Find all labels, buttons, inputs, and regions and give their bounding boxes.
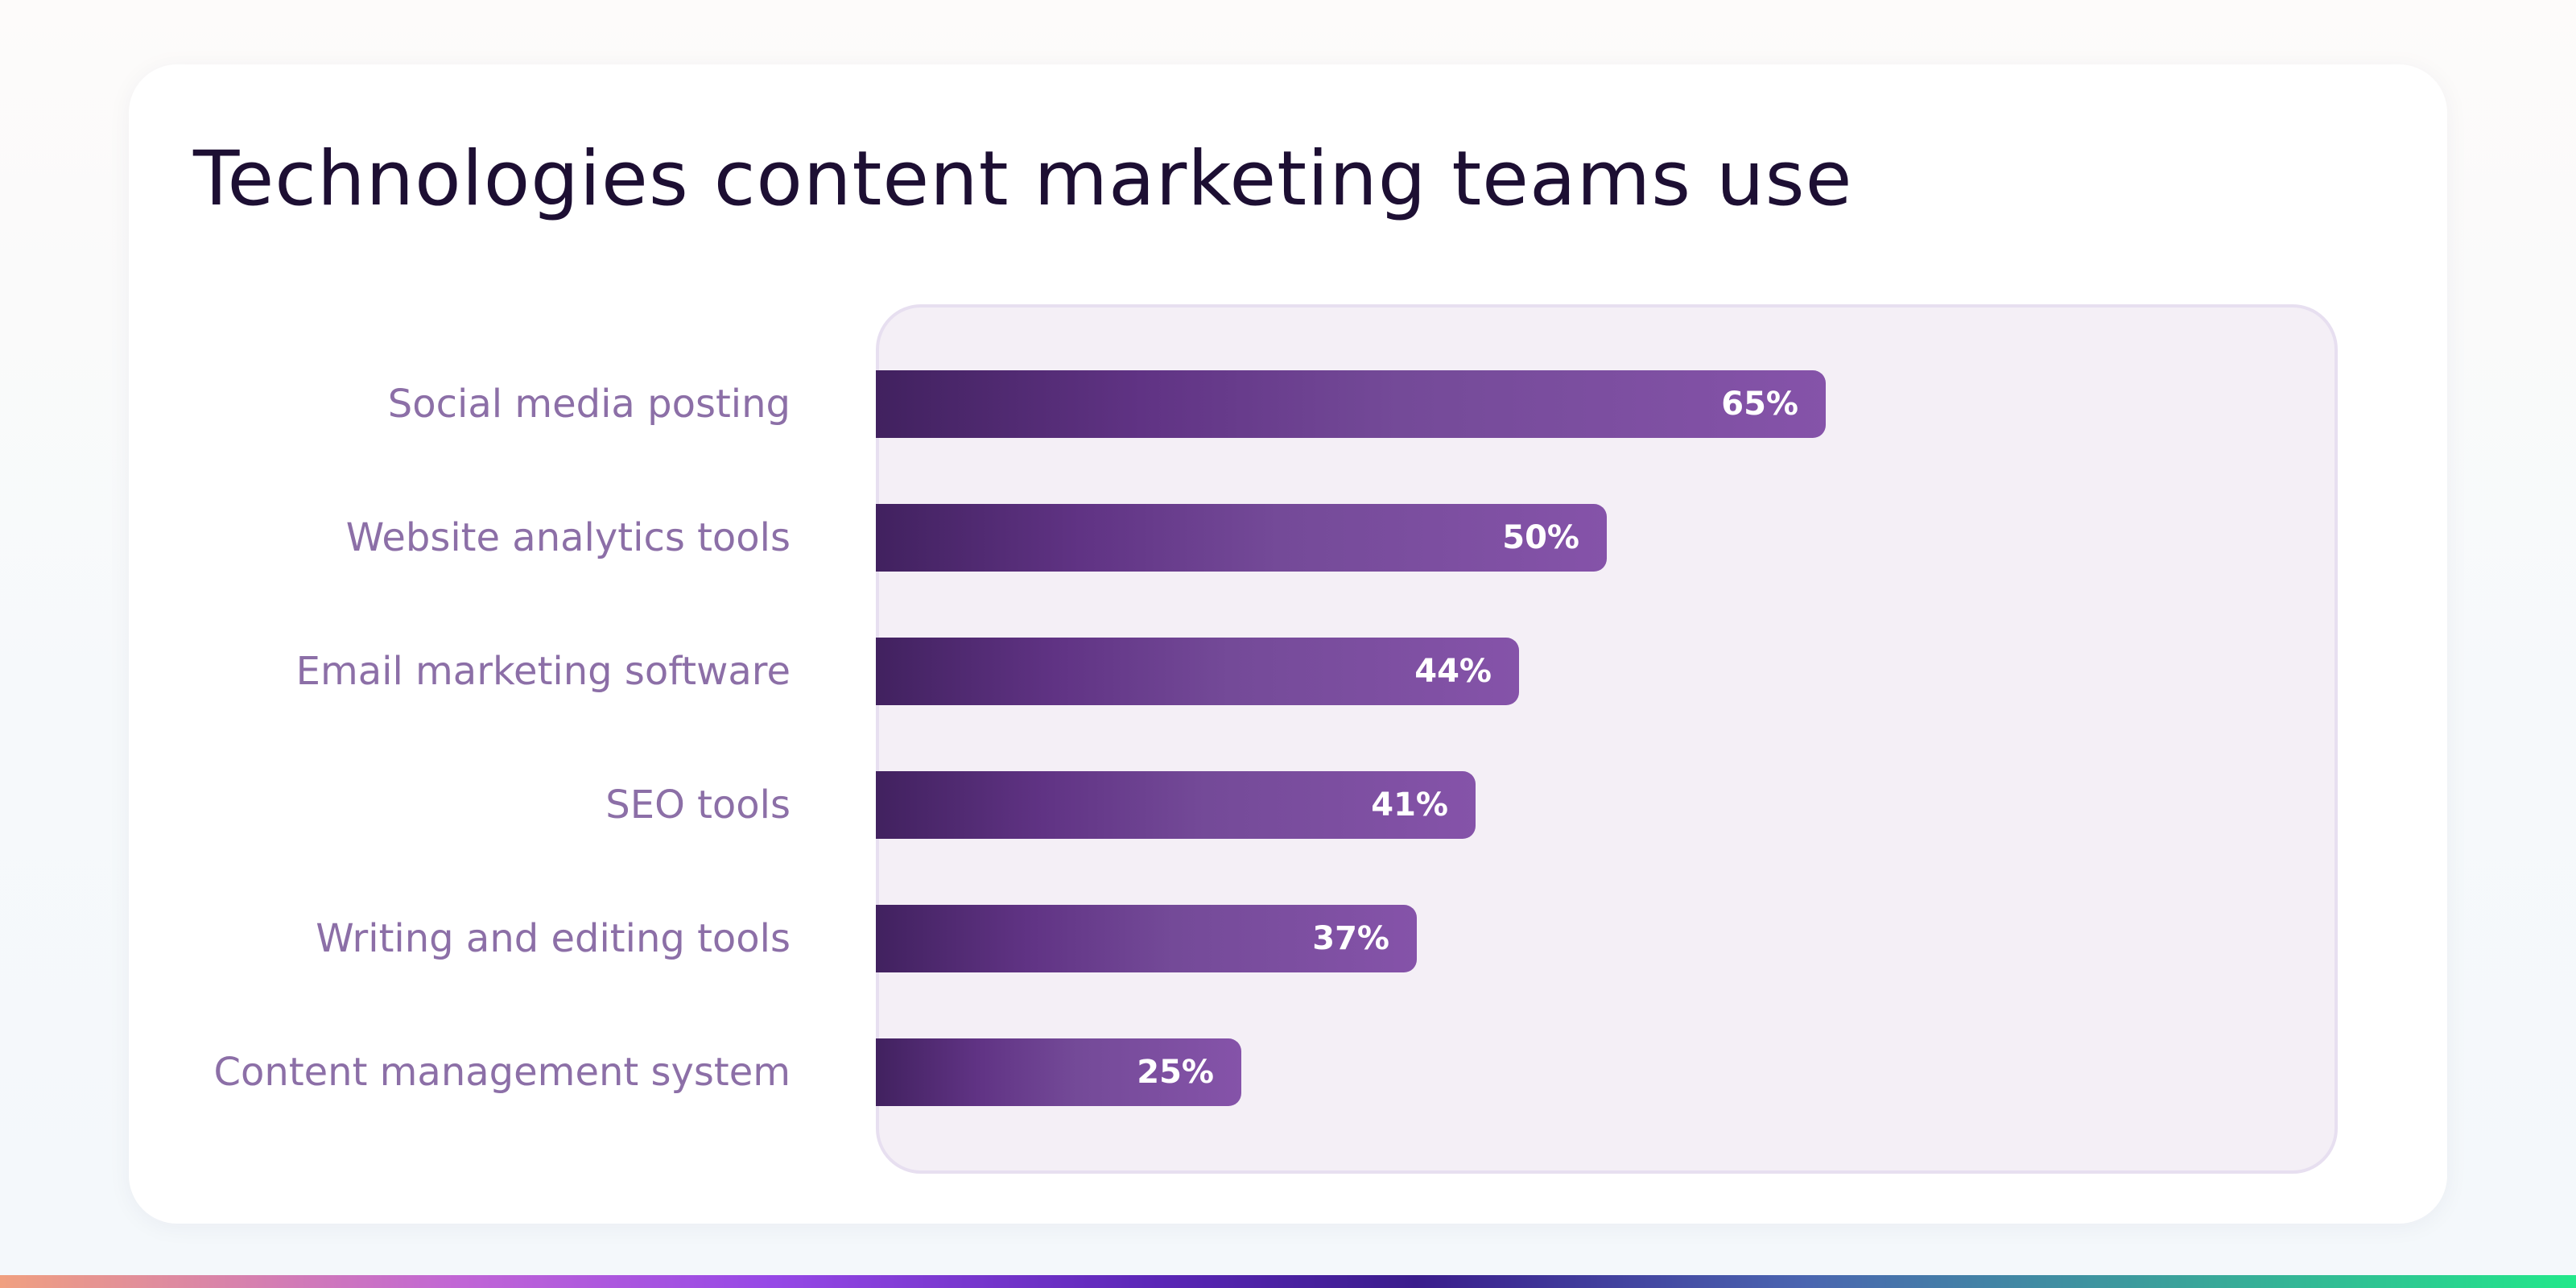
bar: 50% bbox=[876, 504, 1607, 572]
bar: 41% bbox=[876, 771, 1476, 839]
category-label: Content management system bbox=[213, 1050, 791, 1095]
bottom-gradient-strip bbox=[0, 1275, 2576, 1288]
bar: 25% bbox=[876, 1038, 1241, 1106]
category-label: Writing and editing tools bbox=[316, 916, 791, 961]
bar: 44% bbox=[876, 638, 1519, 705]
chart-card: Technologies content marketing teams use… bbox=[129, 64, 2447, 1224]
bar-value-label: 25% bbox=[1137, 1054, 1214, 1091]
bar: 37% bbox=[876, 905, 1417, 972]
category-label: Email marketing software bbox=[295, 649, 791, 694]
bar-value-label: 44% bbox=[1414, 653, 1492, 690]
bar-value-label: 50% bbox=[1502, 519, 1579, 556]
bar-value-label: 37% bbox=[1312, 920, 1389, 957]
category-label: Website analytics tools bbox=[345, 515, 791, 560]
bar-rows: Social media posting 65% Website analytics… bbox=[129, 64, 2447, 1224]
bar: 65% bbox=[876, 370, 1826, 438]
chart-title: Technologies content marketing teams use bbox=[193, 135, 1853, 223]
bar-value-label: 65% bbox=[1721, 386, 1798, 423]
plot-area bbox=[876, 304, 2338, 1174]
bar-value-label: 41% bbox=[1371, 786, 1448, 824]
category-label: Social media posting bbox=[387, 382, 791, 427]
category-label: SEO tools bbox=[605, 782, 791, 828]
